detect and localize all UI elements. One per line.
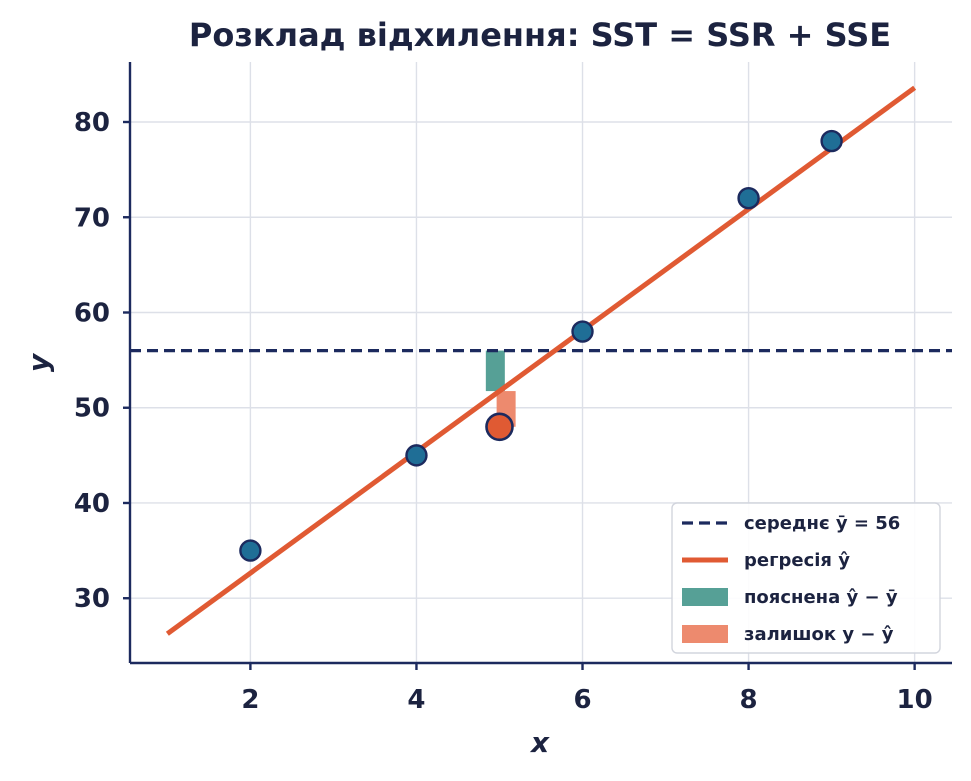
legend-frame (671, 502, 941, 654)
regression-line (165, 85, 917, 636)
x-axis-label: x (529, 726, 550, 759)
axes: 2 4 6 8 10 30 40 50 60 70 80 (74, 62, 952, 715)
x-tick-label: 6 (573, 685, 591, 715)
highlighted-data-point (485, 412, 514, 442)
x-tick-label: 8 (740, 685, 758, 715)
data-point (737, 187, 760, 210)
data-point (571, 320, 594, 343)
x-tick-label: 4 (407, 685, 425, 715)
y-tick-label: 40 (74, 489, 110, 519)
legend-label: залишок y − ŷ (744, 624, 894, 645)
explained-deviation-bar (485, 350, 505, 392)
y-tick-label: 70 (74, 203, 110, 233)
legend-explained-swatch (682, 588, 728, 606)
grid (130, 62, 952, 663)
y-tick-label: 60 (74, 298, 110, 328)
legend-label: середнє ȳ = 56 (744, 513, 900, 534)
y-axis-label: y (22, 352, 55, 372)
y-tick-label: 50 (74, 394, 110, 424)
legend-residual-swatch (682, 625, 728, 643)
data-point (405, 444, 428, 467)
legend-label: пояснена ŷ − ȳ (744, 587, 898, 608)
legend-label: регресія ŷ (744, 550, 850, 571)
data-point (820, 129, 843, 153)
y-tick-label: 80 (74, 108, 110, 138)
reference-lines (130, 85, 952, 636)
data-points (239, 129, 843, 562)
x-tick-label: 2 (241, 685, 259, 715)
y-tick-label: 30 (74, 584, 110, 614)
x-tick-label: 10 (897, 685, 933, 715)
legend: середнє ȳ = 56 регресія ŷ пояснена ŷ − ȳ за… (671, 502, 941, 654)
data-point (239, 539, 262, 562)
chart-title: Розклад відхилення: SST = SSR + SSE (189, 16, 891, 54)
